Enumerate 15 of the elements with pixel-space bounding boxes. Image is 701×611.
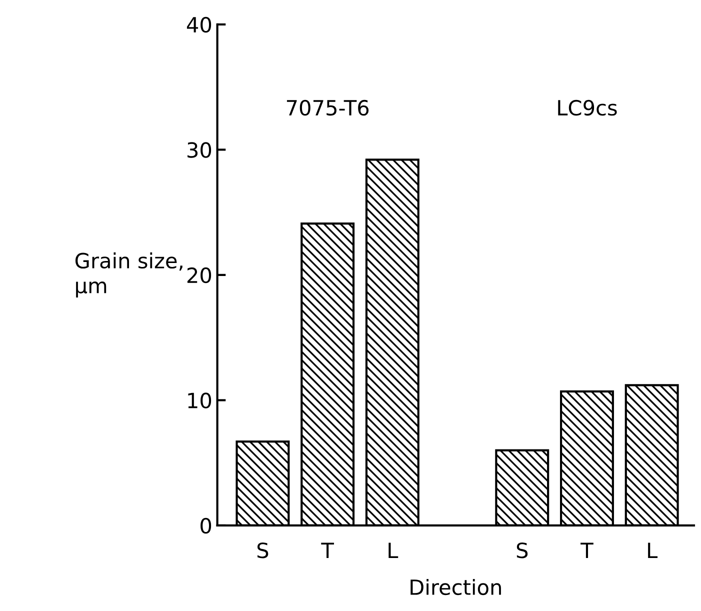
annotation: 7075-T6	[286, 100, 369, 116]
x-tick-label: S	[516, 542, 528, 558]
x-tick-label: L	[388, 542, 398, 558]
x-axis-title: Direction	[410, 578, 501, 596]
x-tick-label: T	[321, 542, 334, 558]
x-tick-label: T	[580, 542, 594, 558]
y-tick-label: 40	[186, 16, 212, 33]
y-tick-label: 10	[188, 392, 212, 408]
y-tick-label: 0	[200, 518, 212, 534]
y-tick-label: 30	[188, 142, 212, 158]
x-tick-label: L	[648, 542, 658, 558]
x-tick-label: S	[257, 542, 268, 558]
y-axis-title: Grain size, μm	[75, 252, 182, 298]
annotation: LC9cs	[558, 100, 617, 116]
y-tick-label: 20	[187, 267, 212, 284]
